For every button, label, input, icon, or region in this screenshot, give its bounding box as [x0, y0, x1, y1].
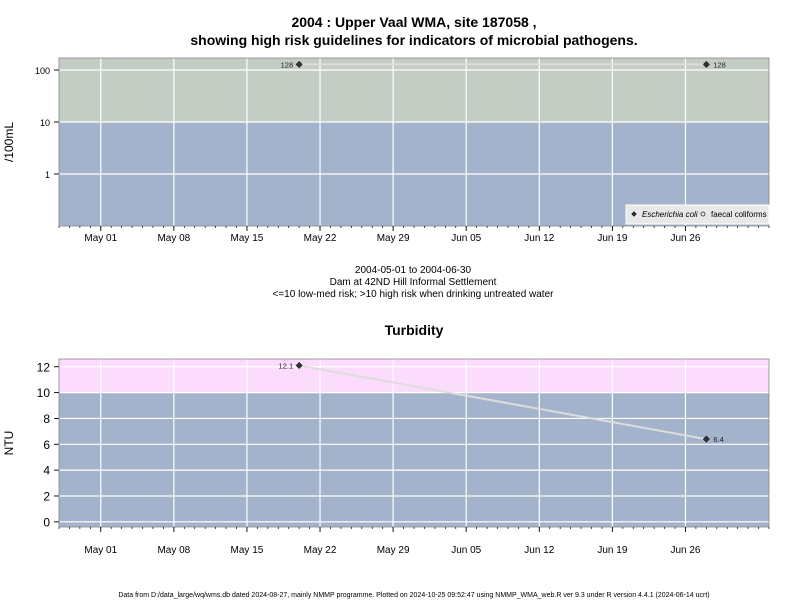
subtitle-date-range: 2004-05-01 to 2004-06-30 — [355, 265, 472, 276]
y-tick-label: 6 — [43, 438, 50, 452]
subtitle-risk-note: <=10 low-med risk; >10 high risk when dr… — [273, 289, 555, 300]
y-tick-label: 12 — [37, 360, 51, 374]
high-risk-band — [59, 58, 769, 122]
legend: Escherichia coli faecal coliforms — [625, 204, 770, 225]
subtitle-site: Dam at 42ND Hill Informal Settlement — [330, 277, 497, 288]
data-label: 128 — [281, 60, 294, 69]
x-tick-label: May 29 — [377, 545, 410, 556]
x-tick-label: Jun 12 — [524, 545, 554, 556]
x-tick-label: Jun 26 — [670, 233, 700, 244]
data-point — [295, 60, 303, 68]
turbidity-panel: May 01 May 08 May 15 May 22 May 29 Jun 05 Jun … — [2, 358, 770, 556]
legend-label-faecal: faecal coliforms — [711, 210, 767, 219]
y-tick-label: 0 — [43, 515, 50, 529]
y-tick-label: 4 — [43, 464, 50, 478]
y-axis-label: /100mL — [2, 122, 16, 162]
data-point — [295, 361, 303, 370]
legend-marker-faecal — [700, 211, 706, 217]
x-tick-label: Jun 05 — [451, 545, 481, 556]
legend-marker-ecoli — [631, 211, 637, 217]
x-tick-label: May 22 — [304, 545, 337, 556]
turbidity-panel-title: Turbidity — [385, 322, 444, 338]
x-tick-label: May 15 — [231, 233, 264, 244]
low-med-risk-band — [59, 392, 769, 527]
data-point — [702, 60, 710, 68]
series-line — [298, 364, 707, 441]
x-tick-label: Jun 19 — [597, 233, 627, 244]
data-label: 12.1 — [279, 361, 294, 370]
microbial-panel: May 01 May 08 May 15 May 22 May 29 Jun 05 Jun … — [2, 57, 770, 244]
footer-note: Data from D:/data_large/wq/wms.db dated … — [118, 592, 709, 599]
data-label: 6.4 — [713, 435, 723, 444]
y-tick-label: 10 — [40, 118, 50, 128]
y-tick-label: 1 — [45, 170, 50, 180]
x-tick-label: May 08 — [157, 233, 190, 244]
x-tick-label: May 22 — [304, 233, 337, 244]
x-tick-label: May 08 — [157, 545, 190, 556]
x-tick-label: Jun 05 — [451, 233, 481, 244]
legend-label-ecoli: Escherichia coli — [642, 210, 698, 219]
x-tick-label: May 29 — [377, 233, 410, 244]
chart-title-line1: 2004 : Upper Vaal WMA, site 187058 , — [291, 14, 536, 30]
x-tick-label: May 15 — [231, 545, 264, 556]
chart-title-line2: showing high risk guidelines for indicat… — [190, 32, 637, 48]
x-tick-label: Jun 26 — [670, 545, 700, 556]
x-tick-label: May 01 — [84, 233, 117, 244]
y-tick-label: 8 — [43, 412, 50, 426]
x-tick-label: May 01 — [84, 545, 117, 556]
y-axis-label: NTU — [2, 431, 16, 456]
data-point — [702, 435, 710, 443]
high-risk-band — [59, 359, 769, 393]
x-tick-label: Jun 19 — [597, 545, 627, 556]
y-tick-label: 10 — [37, 386, 51, 400]
y-tick-label: 100 — [35, 66, 50, 76]
data-label: 128 — [713, 60, 726, 69]
legend-box — [625, 204, 770, 225]
x-tick-label: Jun 12 — [524, 233, 554, 244]
y-tick-label: 2 — [43, 489, 50, 503]
